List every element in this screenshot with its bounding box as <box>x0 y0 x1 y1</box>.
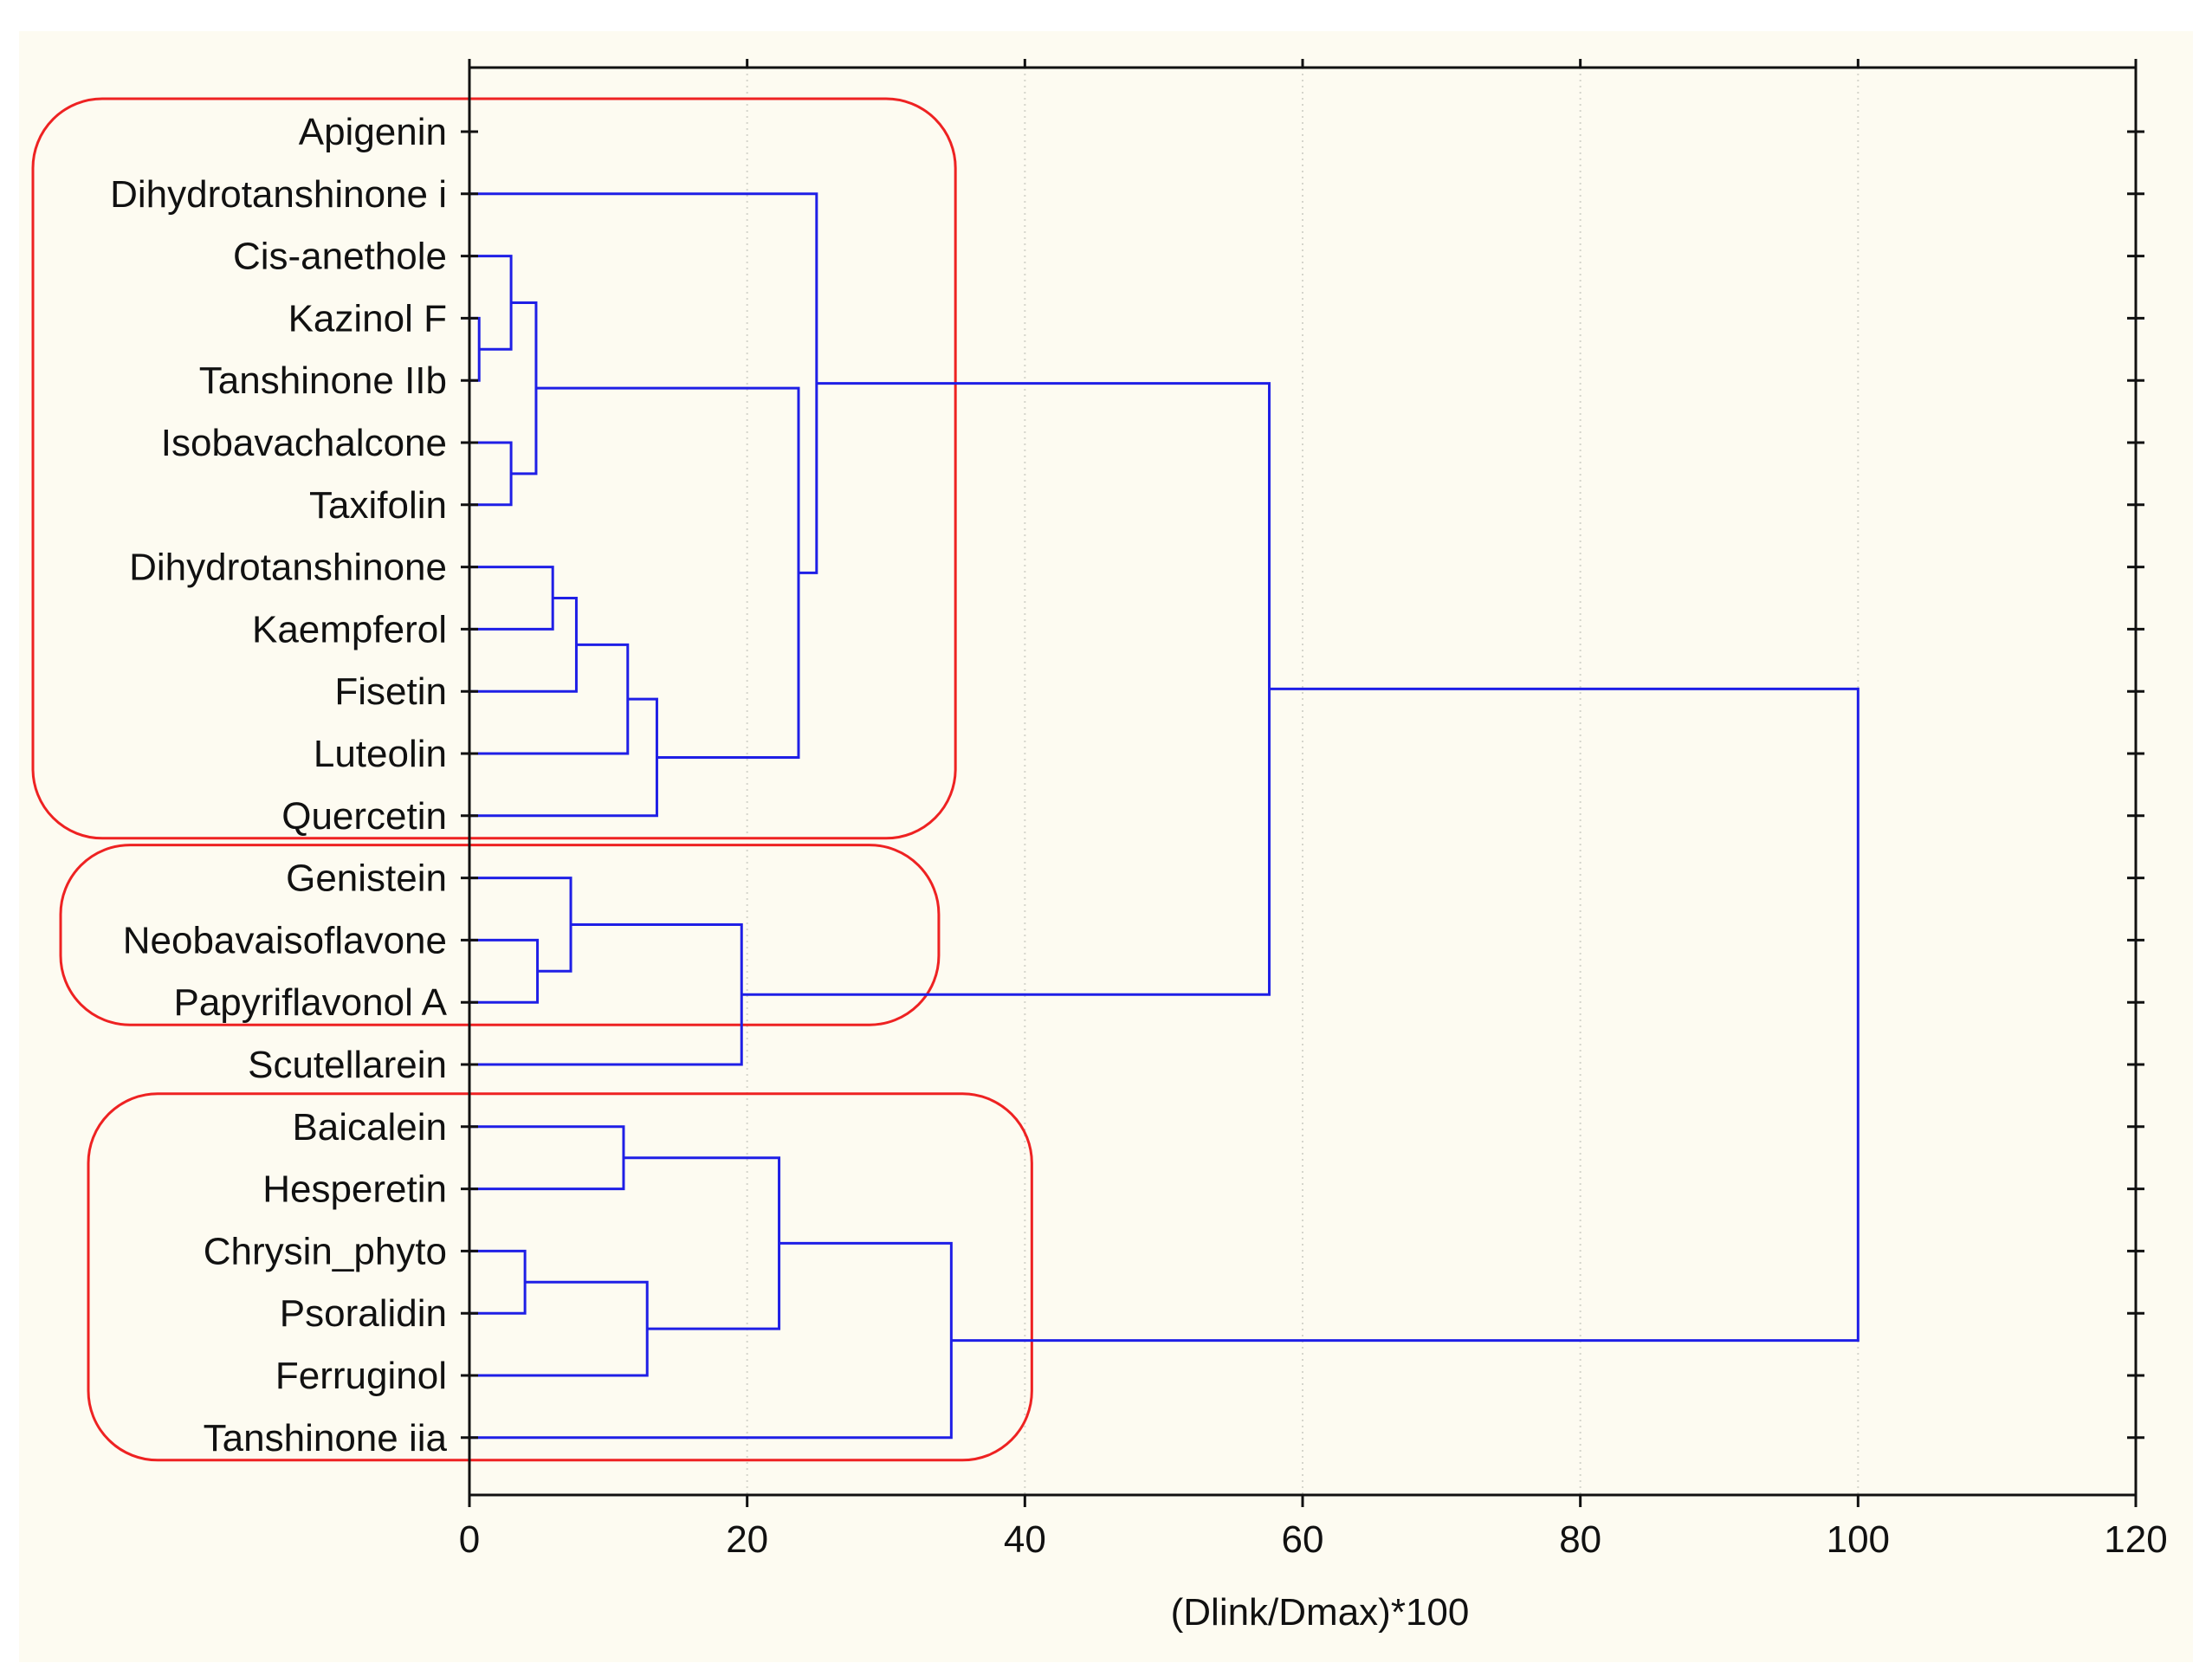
leaf-label: Kazinol F <box>288 297 447 340</box>
dendrogram-link-m1 <box>469 316 481 382</box>
leaf-label: Taxifolin <box>309 484 447 527</box>
leaf-label: Ferruginol <box>275 1355 447 1397</box>
leaf-label: Neobavaisoflavone <box>123 919 447 961</box>
dendrogram-link-m14 <box>741 382 1271 996</box>
leaf-label: Tanshinone IIb <box>199 359 447 402</box>
x-tick-label: 80 <box>1559 1518 1601 1561</box>
leaf-label: Dihydrotanshinone i <box>110 173 447 216</box>
leaf-label: Chrysin_phyto <box>204 1230 447 1272</box>
dendrogram-link-m16 <box>469 1249 527 1315</box>
dendrogram-link-m2 <box>469 255 513 351</box>
dendrogram-link-m9 <box>535 386 800 759</box>
dendrogram-link-m6 <box>469 597 578 693</box>
leaf-label: Apigenin <box>299 111 447 153</box>
cluster-box-group-3 <box>87 1092 1033 1462</box>
cluster-box-group-1 <box>31 97 957 840</box>
dendrogram-link-m18 <box>623 1156 781 1330</box>
dendrogram-link-m3 <box>469 441 513 507</box>
chart-panel: 0 20 40 60 80 100 120 Apigenin Dihydrotanshinon… <box>19 31 2193 1662</box>
x-tick-label: 60 <box>1282 1518 1324 1561</box>
leaf-label: Isobavachalcone <box>161 422 447 464</box>
leaf-label: Papyriflavonol A <box>173 981 447 1024</box>
dendrogram-link-m17 <box>469 1280 649 1377</box>
leaf-label: Genistein <box>286 857 447 900</box>
cluster-highlight-boxes <box>31 97 1033 1462</box>
x-axis-title: (Dlink/Dmax)*100 <box>1171 1591 1470 1634</box>
cluster-box-group-2 <box>59 844 941 1026</box>
dendrogram-chart: 0 20 40 60 80 100 120 Apigenin Dihydrotanshinon… <box>31 59 2168 1634</box>
leaf-labels: Apigenin Dihydrotanshinone i Cis-anethole K… <box>110 111 448 1459</box>
leaf-label: Dihydrotanshinone <box>129 547 447 589</box>
dendrogram-link-m5 <box>469 566 554 631</box>
leaf-label: Baicalein <box>292 1106 447 1149</box>
dendrogram-link-m12 <box>469 877 572 973</box>
dendrogram-links <box>469 192 1860 1440</box>
leaf-label: Cis-anethole <box>233 236 447 278</box>
x-tick-label: 100 <box>1827 1518 1890 1561</box>
x-tick-label: 40 <box>1004 1518 1046 1561</box>
axes: 0 20 40 60 80 100 120 <box>459 59 2168 1561</box>
dendrogram-link-m4 <box>511 301 538 476</box>
dendrogram-link-m13 <box>469 922 743 1066</box>
leaf-label: Fisetin <box>334 670 447 713</box>
dendrogram-link-m10 <box>469 192 818 574</box>
dendrogram-link-m15 <box>469 1125 625 1191</box>
dendrogram-link-m20 <box>951 687 1860 1343</box>
leaf-label: Psoralidin <box>280 1292 447 1335</box>
dendrogram-link-m7 <box>469 643 630 755</box>
dendrogram-link-m19 <box>469 1241 953 1440</box>
x-tick-label: 0 <box>459 1518 480 1561</box>
leaf-label: Scutellarein <box>248 1044 447 1086</box>
leaf-label: Kaempferol <box>252 608 447 650</box>
leaf-label: Tanshinone iia <box>204 1417 448 1459</box>
x-tick-label: 20 <box>726 1518 768 1561</box>
x-tick-label: 120 <box>2104 1518 2167 1561</box>
dendrogram-link-m11 <box>469 938 540 1004</box>
leaf-label: Hesperetin <box>262 1168 447 1211</box>
leaf-label: Quercetin <box>281 795 447 838</box>
leaf-label: Luteolin <box>314 733 447 775</box>
